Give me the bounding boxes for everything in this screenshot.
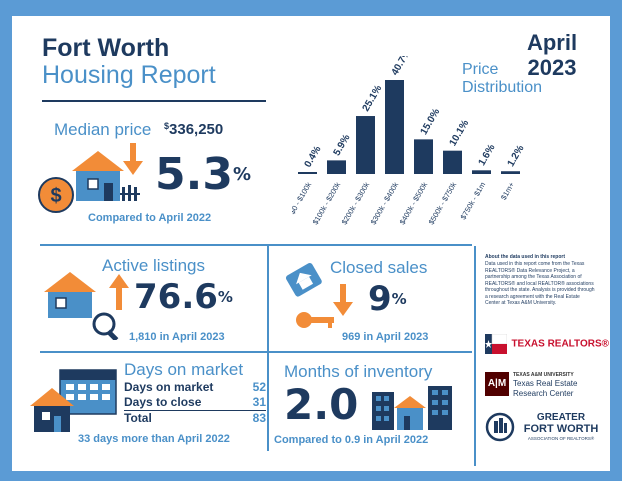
- texas-realtors-logo: TEXAS REALTORS®: [485, 333, 610, 354]
- report-year: 2023: [527, 55, 577, 80]
- chart-category-label: $0 - $100k: [292, 180, 313, 215]
- chart-category-label: $200k - $300k: [340, 180, 372, 226]
- column-divider: [267, 246, 269, 451]
- table-row: Total 83: [124, 410, 266, 426]
- total-value: 83: [242, 410, 266, 426]
- chart-title: Price Distribution: [462, 61, 543, 96]
- closed-sales-title: Closed sales: [330, 258, 428, 277]
- chart-bar: [327, 160, 346, 174]
- chart-data-label: 25.1%: [361, 83, 385, 113]
- chart-bar: [356, 116, 375, 174]
- arrow-up-icon: [109, 274, 129, 310]
- days-table: Days on market 52 Days to close 31 Total 83: [124, 380, 266, 426]
- percent-sign: %: [232, 164, 251, 185]
- currency-symbol: $: [164, 121, 170, 131]
- median-price-value: $336,250: [164, 121, 223, 138]
- tamu-mark-icon: A|M: [485, 372, 509, 396]
- gfw-emblem-icon: [485, 412, 515, 442]
- chart-bar: [443, 150, 462, 174]
- price-distribution-chart: 0.4% $0 - $100k 5.9% $100k - $200k 25.1% $200…: [292, 56, 527, 226]
- closed-change-value: 9: [368, 279, 392, 319]
- texas-flag-icon: [485, 333, 508, 354]
- percent-sign: %: [217, 288, 233, 306]
- table-row: Days to close 31: [124, 395, 266, 411]
- house-key-icon: [285, 262, 334, 328]
- chart-category-label: $1m+: [499, 180, 517, 201]
- chart-data-label: 10.1%: [448, 118, 472, 148]
- gfw-line3: ASSOCIATION OF REALTORS®: [527, 436, 595, 441]
- closed-sales-note: 969 in April 2023: [342, 331, 429, 343]
- median-price-change: 5.3%: [155, 149, 251, 201]
- chart-data-label: 40.7%: [390, 56, 414, 78]
- chart-data-label: 1.2%: [506, 143, 527, 168]
- inventory-note: Compared to 0.9 in April 2022: [274, 434, 429, 446]
- chart-bar: [298, 172, 317, 174]
- chart-category-label: $100k - $200k: [311, 180, 343, 226]
- texas-realtors-text: TEXAS REALTORS®: [511, 338, 610, 350]
- chart-bar: [501, 171, 520, 174]
- about-text: Data used in this report come from the T…: [485, 261, 595, 306]
- inventory-title: Months of inventory: [284, 362, 433, 381]
- calendar-house-icon: [30, 369, 117, 432]
- total-label: Total: [124, 410, 242, 426]
- arrow-down-icon: [123, 143, 143, 175]
- chart-bar: [472, 170, 491, 174]
- days-note: 33 days more than April 2022: [78, 433, 230, 445]
- inventory-value: 2.0: [284, 380, 359, 429]
- buildings-icon: [372, 386, 452, 430]
- active-listings-title: Active listings: [102, 256, 205, 275]
- row-divider: [40, 244, 472, 246]
- gfw-line1: GREATER: [536, 412, 586, 423]
- days-on-market-title: Days on market: [124, 360, 244, 379]
- tamu-line1: TEXAS A&M UNIVERSITY: [513, 372, 574, 378]
- tamu-line3: Research Center: [513, 389, 574, 398]
- report-card: Fort Worth Housing Report April 2023 Pri…: [12, 16, 610, 471]
- tamu-line2: Texas Real Estate: [513, 379, 578, 388]
- chart-data-label: 5.9%: [332, 133, 353, 158]
- median-price-label: Median price: [54, 120, 152, 139]
- gfw-line2: FORT WORTH: [523, 423, 599, 435]
- report-subtitle: Housing Report: [42, 61, 216, 89]
- row-divider: [40, 351, 472, 353]
- dtc-label: Days to close: [124, 395, 202, 409]
- chart-data-label: 0.4%: [303, 144, 324, 169]
- report-month: April: [526, 30, 578, 55]
- house-price-icon: $: [38, 151, 140, 213]
- median-comparison: Compared to April 2022: [88, 212, 212, 224]
- report-city: Fort Worth: [42, 34, 170, 62]
- median-price-amount: 336,250: [169, 121, 224, 138]
- dtc-value: 31: [252, 395, 266, 409]
- column-divider: [474, 246, 476, 466]
- arrow-down-icon: [333, 284, 353, 316]
- chart-bar: [385, 80, 404, 174]
- percent-sign: %: [391, 290, 407, 308]
- chart-data-label: 1.6%: [477, 142, 498, 167]
- title-divider: [42, 100, 266, 102]
- about-heading: About the data used in this report: [485, 254, 566, 260]
- chart-category-label: $400k - $500k: [398, 180, 430, 226]
- report-date: April 2023: [517, 30, 587, 80]
- house-search-icon: [44, 272, 119, 340]
- chart-data-label: 15.0%: [419, 107, 443, 137]
- chart-category-label: $300k - $400k: [369, 180, 401, 226]
- active-listings-note: 1,810 in April 2023: [129, 331, 225, 343]
- median-change-value: 5.3: [155, 149, 233, 200]
- chart-category-label: $750k - $1m: [459, 181, 488, 222]
- dom-label: Days on market: [124, 380, 214, 394]
- svg-text:$: $: [50, 185, 61, 207]
- active-listings-change: 76.6%: [134, 276, 233, 318]
- active-change-value: 76.6: [134, 277, 218, 317]
- table-row: Days on market 52: [124, 380, 266, 395]
- chart-category-label: $500k - $750k: [427, 180, 459, 226]
- dom-value: 52: [252, 380, 266, 394]
- chart-bar: [414, 139, 433, 174]
- closed-sales-change: 9%: [368, 278, 407, 320]
